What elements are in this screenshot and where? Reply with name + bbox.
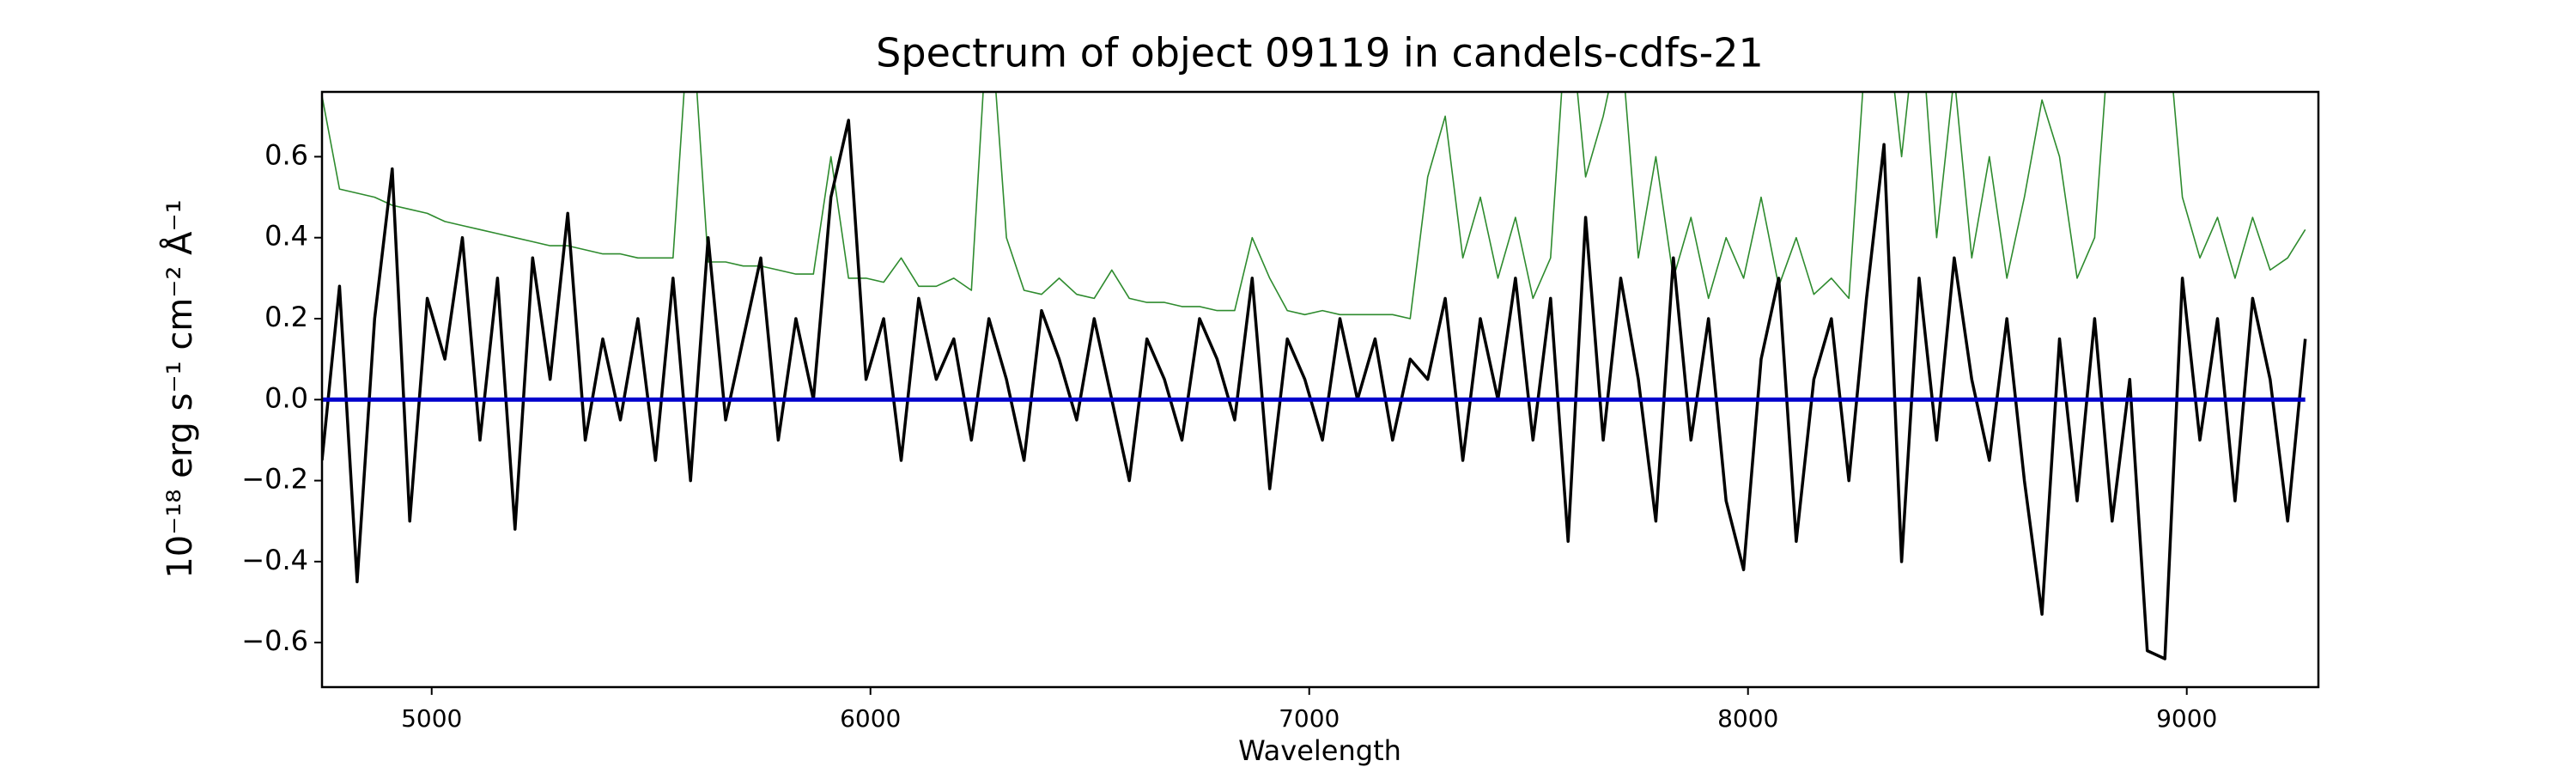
y-tick-label: −0.2	[241, 463, 308, 496]
y-tick-label: −0.4	[241, 544, 308, 576]
y-axis-label: 10⁻¹⁸ erg s⁻¹ cm⁻² Å⁻¹	[159, 199, 200, 578]
plot-area	[322, 92, 2307, 660]
x-tick-label: 7000	[1279, 704, 1340, 733]
spectrum-line	[322, 119, 2307, 660]
y-tick-label: 0.6	[264, 138, 308, 171]
x-tick-label: 6000	[840, 704, 901, 733]
x-tick-label: 5000	[401, 704, 462, 733]
x-axis-label: Wavelength	[1238, 734, 1401, 767]
x-tick-label: 8000	[1717, 704, 1778, 733]
x-tick-label: 9000	[2156, 704, 2217, 733]
y-tick-label: 0.4	[264, 220, 308, 253]
spectrum-line	[322, 92, 2306, 320]
y-tick-label: −0.6	[241, 624, 308, 657]
y-tick-label: 0.0	[264, 381, 308, 414]
y-tick-label: 0.2	[264, 301, 308, 333]
axes-frame	[320, 90, 2320, 689]
chart-title: Spectrum of object 09119 in candels-cdfs…	[876, 30, 1764, 76]
